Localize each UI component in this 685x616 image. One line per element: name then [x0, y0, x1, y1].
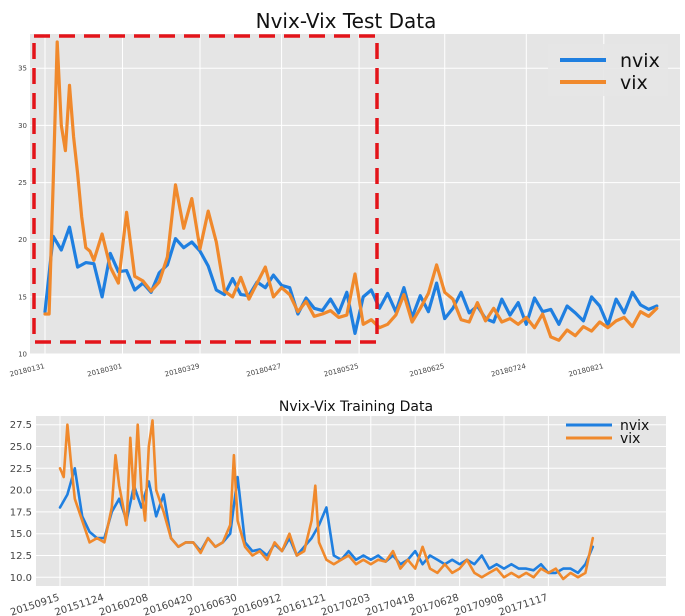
x-tick-label: 20160912 — [231, 592, 283, 616]
test-data-chart: Nvix-Vix Test Data 10 15 20 25 30 35 20180131… — [9, 9, 680, 379]
training-data-chart: Nvix-Vix Training Data 10.0 12.5 15.0 17.5 2… — [9, 399, 666, 616]
training-chart-legend: nvix vix — [566, 418, 649, 447]
x-tick-label: 20180724 — [490, 362, 527, 379]
x-tick-label: 20160420 — [142, 592, 194, 616]
y-tick-label: 20.0 — [10, 486, 32, 497]
x-tick-label: 20170418 — [364, 592, 416, 616]
x-tick-label: 20170908 — [453, 592, 505, 616]
x-tick-label: 20160208 — [98, 592, 150, 616]
x-tick-label: 20180625 — [409, 362, 446, 378]
y-tick-label: 22.5 — [10, 464, 32, 475]
y-tick-label: 10 — [18, 350, 27, 358]
x-tick-label: 20151124 — [54, 592, 106, 616]
x-tick-label: 20180131 — [9, 362, 46, 378]
x-tick-label: 20161121 — [276, 592, 328, 616]
series-line-vix — [43, 40, 659, 342]
test-chart-legend: nvix vix — [548, 44, 668, 96]
x-tick-label: 20150915 — [9, 592, 61, 616]
y-tick-label: 12.5 — [10, 551, 32, 562]
y-tick-label: 27.5 — [10, 420, 32, 431]
x-tick-label: 20180821 — [568, 362, 605, 378]
y-tick-label: 17.5 — [10, 507, 32, 518]
test-legend-box — [548, 44, 668, 96]
test-chart-x-ticks: 20180131 20180301 20180329 20180427 20180525… — [9, 362, 604, 379]
training-legend-vix-label: vix — [620, 431, 640, 447]
test-legend-nvix-label: nvix — [620, 50, 660, 72]
y-tick-label: 10.0 — [10, 573, 32, 584]
training-chart-lines — [58, 419, 595, 581]
x-tick-label: 20170203 — [320, 592, 372, 616]
training-chart-title: Nvix-Vix Training Data — [279, 399, 433, 415]
training-chart-x-ticks: 2015091520151124201602082016042020160630… — [9, 592, 549, 616]
x-tick-label: 20180427 — [246, 362, 283, 378]
x-tick-label: 20180525 — [323, 362, 360, 378]
test-chart-y-ticks: 10 15 20 25 30 35 — [18, 65, 27, 359]
series-line-nvix — [58, 466, 595, 575]
series-line-vix — [58, 419, 595, 581]
y-tick-label: 15 — [18, 293, 27, 301]
y-tick-label: 15.0 — [10, 529, 32, 540]
x-tick-label: 20180329 — [164, 362, 201, 378]
training-chart-y-ticks: 10.0 12.5 15.0 17.5 20.0 22.5 25.0 27.5 — [10, 420, 32, 584]
training-chart-grid — [36, 416, 666, 586]
y-tick-label: 30 — [18, 122, 27, 130]
test-chart-lines — [43, 40, 659, 342]
test-legend-vix-label: vix — [620, 72, 648, 94]
y-tick-label: 25 — [18, 179, 27, 187]
y-tick-label: 20 — [18, 236, 27, 244]
y-tick-label: 35 — [18, 65, 27, 73]
x-tick-label: 20170628 — [409, 592, 461, 616]
test-chart-title: Nvix-Vix Test Data — [256, 9, 437, 33]
y-tick-label: 25.0 — [10, 442, 32, 453]
x-tick-label: 20171117 — [498, 592, 550, 616]
x-tick-label: 20180301 — [86, 362, 123, 378]
x-tick-label: 20160630 — [187, 592, 239, 616]
training-legend-nvix-label: nvix — [620, 418, 649, 434]
